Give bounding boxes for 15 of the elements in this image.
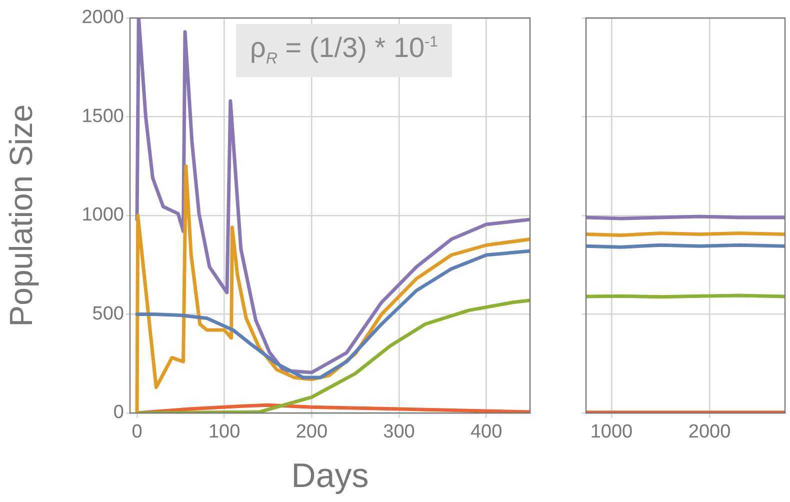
x-tick-label: 200 [296, 422, 328, 443]
y-tick-label: 1000 [82, 204, 124, 226]
y-tick-label: 1500 [82, 106, 124, 127]
x-tick-label: 0 [132, 422, 142, 443]
y-tick-label: 0 [113, 402, 124, 424]
y-axis-title: Population Size [3, 104, 40, 327]
x-axis-title: Days [291, 456, 369, 495]
x-tick-label: 2000 [688, 422, 731, 443]
x-tick-label: 400 [470, 422, 502, 443]
x-tick-label: 1000 [590, 422, 633, 443]
annotation: ρ$_{R}$ = (1/3) * 10$^{-1}$ [236, 24, 452, 77]
y-tick-label: 500 [92, 303, 124, 324]
x-tick-label: 300 [383, 422, 415, 443]
y-tick-label: 2000 [82, 7, 124, 28]
x-tick-label: 100 [208, 422, 240, 443]
